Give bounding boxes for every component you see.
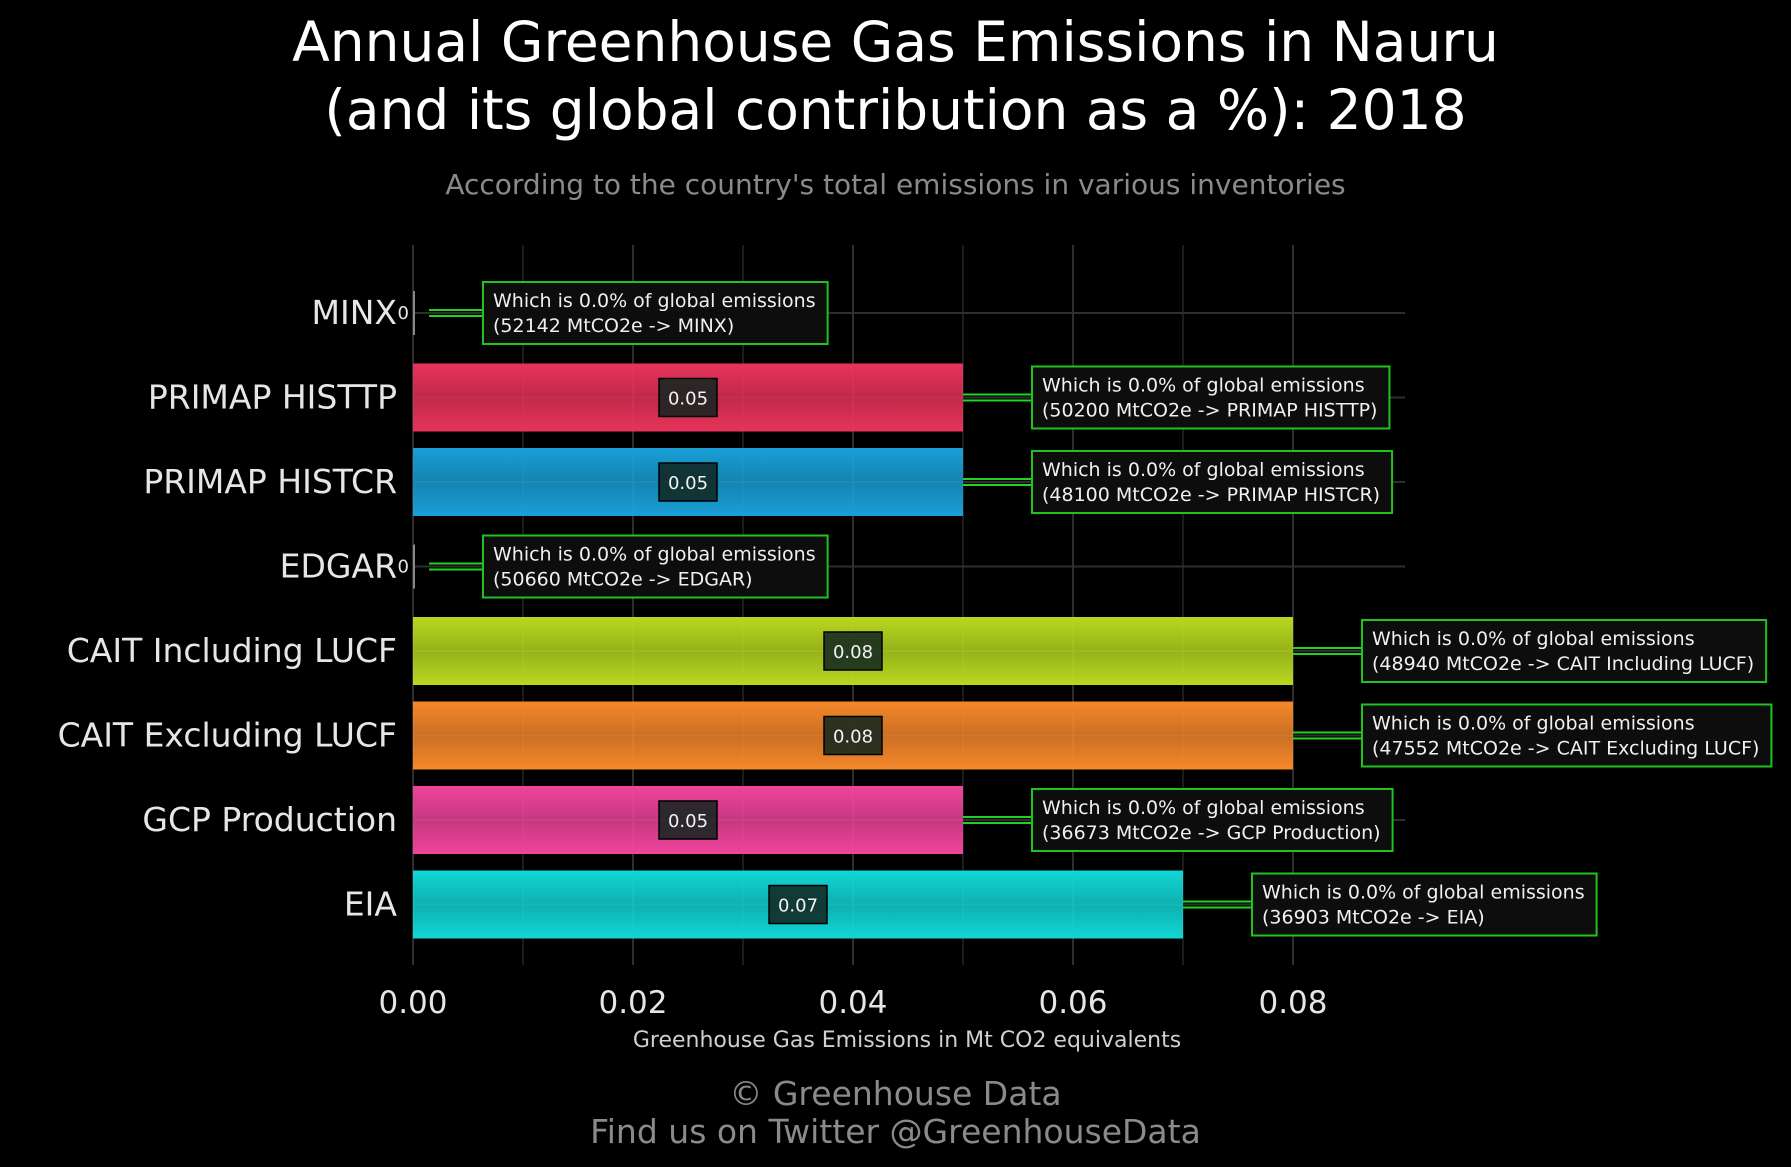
annotation-line1: Which is 0.0% of global emissions xyxy=(493,544,816,566)
x-axis-label: Greenhouse Gas Emissions in Mt CO2 equiv… xyxy=(633,1028,1181,1053)
value-label: 0 xyxy=(398,303,409,324)
value-label: 0.05 xyxy=(668,389,708,410)
annotation-box xyxy=(482,534,829,599)
bar xyxy=(413,544,415,589)
annotation-line1: Which is 0.0% of global emissions xyxy=(1042,459,1365,481)
value-label: 0 xyxy=(398,557,409,578)
annotation-box xyxy=(1251,872,1598,937)
annotation-line2: (48940 MtCO2e -> CAIT Including LUCF) xyxy=(1372,653,1754,675)
x-tick-label: 0.06 xyxy=(1038,985,1107,1021)
credit-line1: © Greenhouse Data xyxy=(729,1074,1062,1113)
value-label-box xyxy=(823,631,883,671)
annotation-box xyxy=(1361,619,1768,683)
value-label: 0.08 xyxy=(833,727,873,748)
value-label-box xyxy=(658,800,718,840)
x-tick-label: 0.00 xyxy=(378,985,447,1021)
annotation-box xyxy=(482,281,829,345)
annotation-line2: (50660 MtCO2e -> EDGAR) xyxy=(493,569,753,591)
value-label-box xyxy=(658,377,718,418)
annotation-box xyxy=(1031,365,1391,430)
value-label: 0.07 xyxy=(778,896,818,917)
annotation-layer: Which is 0.0% of global emissions (52142 … xyxy=(429,281,1773,937)
annotation-line2: (36673 MtCO2e -> GCP Production) xyxy=(1042,822,1381,844)
chart-title-line2: (and its global contribution as a %): 20… xyxy=(324,78,1467,142)
chart-title-line1: Annual Greenhouse Gas Emissions in Nauru xyxy=(292,10,1499,74)
annotation-line1: Which is 0.0% of global emissions xyxy=(1372,628,1695,650)
annotation-line1: Which is 0.0% of global emissions xyxy=(1262,882,1585,904)
credit-line2: Find us on Twitter @GreenhouseData xyxy=(590,1112,1201,1151)
annotation-line2: (48100 MtCO2e -> PRIMAP HISTCR) xyxy=(1042,484,1380,506)
value-label-box xyxy=(768,884,828,925)
category-label: PRIMAP HISTCR xyxy=(143,462,397,501)
x-tick-label: 0.08 xyxy=(1258,985,1327,1021)
annotation-line2: (52142 MtCO2e -> MINX) xyxy=(493,315,734,337)
annotation-line2: (50200 MtCO2e -> PRIMAP HISTTP) xyxy=(1042,400,1377,422)
value-label-box xyxy=(823,715,883,756)
chart-subtitle: According to the country's total emissio… xyxy=(445,168,1346,201)
x-tick-label: 0.02 xyxy=(598,985,667,1021)
category-label: EIA xyxy=(344,885,398,924)
category-label: EDGAR xyxy=(280,547,397,586)
category-label: PRIMAP HISTTP xyxy=(148,378,397,417)
annotation-line1: Which is 0.0% of global emissions xyxy=(1042,797,1365,819)
credit: © Greenhouse Data Find us on Twitter @Gr… xyxy=(0,1075,1791,1151)
category-label: CAIT Excluding LUCF xyxy=(58,716,397,755)
chart-title: Annual Greenhouse Gas Emissions in Nauru… xyxy=(0,8,1791,144)
annotation-line1: Which is 0.0% of global emissions xyxy=(1042,375,1365,397)
bar-layer xyxy=(413,291,1293,939)
category-label: CAIT Including LUCF xyxy=(67,631,397,670)
category-label: GCP Production xyxy=(142,800,397,839)
x-tick-label: 0.04 xyxy=(818,985,887,1021)
value-label: 0.08 xyxy=(833,642,873,663)
value-label-box xyxy=(658,462,718,502)
annotation-box xyxy=(1031,788,1394,852)
value-label: 0.05 xyxy=(668,811,708,832)
annotation-box xyxy=(1361,703,1773,768)
bar xyxy=(413,291,415,335)
value-label: 0.05 xyxy=(668,473,708,494)
annotation-line2: (36903 MtCO2e -> EIA) xyxy=(1262,907,1485,929)
annotation-line1: Which is 0.0% of global emissions xyxy=(1372,713,1695,735)
grid-layer xyxy=(412,245,1405,965)
annotation-box xyxy=(1031,450,1394,514)
axis-layer: 0.00 0.02 0.04 0.06 0.08 Greenhouse Gas Emiss… xyxy=(378,985,1327,1053)
annotation-line1: Which is 0.0% of global emissions xyxy=(493,290,816,312)
annotation-line2: (47552 MtCO2e -> CAIT Excluding LUCF) xyxy=(1372,738,1759,760)
category-label: MINX xyxy=(312,293,398,332)
